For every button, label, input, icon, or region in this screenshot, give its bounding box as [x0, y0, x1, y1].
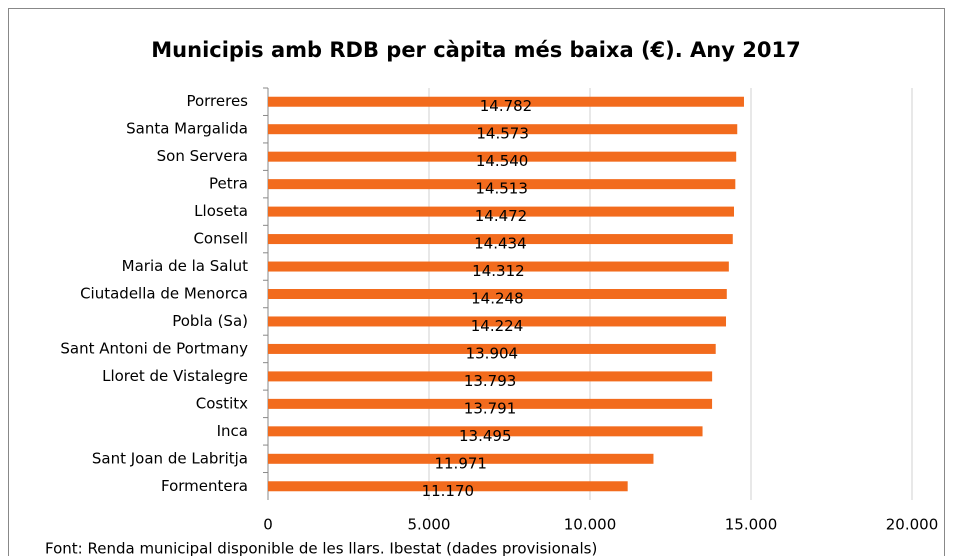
- chart-frame: [8, 8, 945, 556]
- data-label: 14.224: [471, 317, 524, 335]
- x-tick-label: 5.000: [408, 516, 451, 534]
- x-tick-label: 10.000: [564, 516, 617, 534]
- y-tick-label: Santa Margalida: [126, 120, 248, 138]
- x-tick-label: 20.000: [886, 516, 939, 534]
- bar: [268, 124, 738, 135]
- data-label: 14.513: [475, 180, 528, 198]
- data-label: 13.904: [466, 344, 519, 362]
- source-note: Font: Renda municipal disponible de les …: [45, 540, 597, 556]
- bar: [268, 481, 628, 492]
- data-label: 11.971: [434, 454, 487, 472]
- data-label: 14.782: [480, 97, 533, 115]
- y-tick-label: Maria de la Salut: [122, 257, 248, 275]
- chart-title: Municipis amb RDB per càpita més baixa (…: [151, 38, 800, 62]
- bar: [268, 151, 737, 162]
- x-tick-label: 0: [263, 516, 273, 534]
- y-tick-label: Costitx: [196, 394, 248, 412]
- data-label: 14.248: [471, 290, 524, 308]
- bar: [268, 261, 729, 272]
- bar: [268, 179, 736, 190]
- y-tick-label: Formentera: [161, 477, 248, 495]
- y-tick-label: Lloseta: [194, 202, 248, 220]
- data-label: 14.540: [476, 152, 529, 170]
- bar: [268, 398, 713, 409]
- data-label: 13.791: [464, 399, 517, 417]
- bar: [268, 234, 733, 245]
- bar: [268, 96, 744, 107]
- y-tick-label: Lloret de Vistalegre: [102, 367, 248, 385]
- data-label: 14.312: [472, 262, 525, 280]
- data-label: 14.573: [476, 125, 529, 143]
- bar: [268, 316, 727, 327]
- data-label: 13.495: [459, 427, 512, 445]
- y-tick-label: Consell: [193, 230, 248, 248]
- y-tick-label: Sant Antoni de Portmany: [60, 339, 248, 357]
- bar: [268, 289, 727, 299]
- y-tick-label: Petra: [209, 175, 248, 193]
- y-tick-label: Sant Joan de Labritja: [92, 449, 248, 467]
- bar: [268, 206, 734, 217]
- bar: [268, 426, 703, 437]
- bar: [268, 453, 654, 464]
- bar: [268, 343, 716, 354]
- y-tick-label: Son Servera: [157, 147, 248, 165]
- y-tick-label: Inca: [217, 422, 248, 440]
- y-tick-label: Pobla (Sa): [172, 312, 248, 330]
- bar: [268, 371, 713, 382]
- y-tick-label: Ciutadella de Menorca: [80, 285, 248, 303]
- data-label: 14.434: [474, 235, 527, 253]
- data-label: 11.170: [422, 482, 475, 500]
- y-tick-label: Porreres: [186, 92, 248, 110]
- x-tick-label: 15.000: [725, 516, 778, 534]
- data-label: 13.793: [464, 372, 517, 390]
- data-label: 14.472: [475, 207, 528, 225]
